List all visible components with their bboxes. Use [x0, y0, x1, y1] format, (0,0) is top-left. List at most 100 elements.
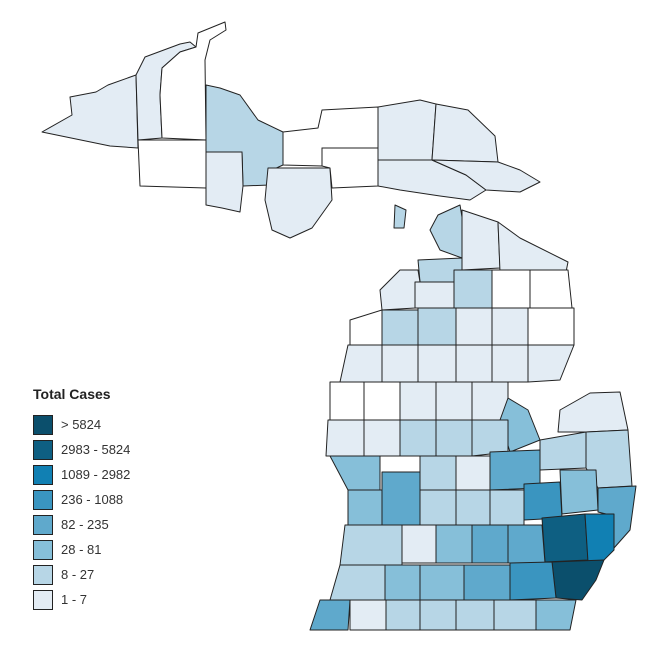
- county-shape: [385, 599, 421, 631]
- county-shape: [507, 524, 546, 564]
- legend-label: 1 - 7: [61, 592, 88, 607]
- county-shape: [363, 381, 401, 421]
- county-layer: [41, 21, 637, 631]
- county-shape: [584, 513, 615, 563]
- legend-swatch: [33, 489, 53, 510]
- legend-item: 2983 - 5824: [33, 437, 193, 462]
- legend-label: 1089 - 2982: [61, 467, 131, 482]
- county-shape: [455, 599, 495, 631]
- county-shape: [329, 381, 365, 421]
- county-shape: [539, 431, 587, 471]
- legend-label: 82 - 235: [61, 517, 109, 532]
- legend-swatch: [33, 464, 53, 485]
- county-shape: [471, 419, 509, 457]
- county-shape: [384, 564, 421, 601]
- legend-item: 82 - 235: [33, 512, 193, 537]
- county-shape: [523, 481, 563, 521]
- county-shape: [349, 599, 387, 631]
- county-shape: [435, 524, 473, 564]
- county-shape: [541, 513, 589, 563]
- county-shape: [381, 344, 419, 383]
- county-shape: [401, 524, 437, 564]
- county-shape: [463, 564, 511, 601]
- county-shape: [137, 139, 207, 189]
- legend-swatch: [33, 514, 53, 535]
- legend-swatch: [33, 439, 53, 460]
- county-shape: [329, 564, 386, 601]
- county-shape: [205, 151, 244, 213]
- county-shape: [431, 159, 541, 193]
- county-shape: [417, 344, 457, 383]
- county-shape: [339, 344, 383, 383]
- legend-item: 1 - 7: [33, 587, 193, 612]
- legend-swatch: [33, 564, 53, 585]
- county-shape: [497, 221, 569, 273]
- legend-item: 1089 - 2982: [33, 462, 193, 487]
- county-shape: [557, 391, 629, 433]
- legend-label: 2983 - 5824: [61, 442, 131, 457]
- county-shape: [429, 204, 466, 259]
- county-shape: [399, 419, 437, 457]
- county-shape: [414, 281, 455, 309]
- legend-item: > 5824: [33, 412, 193, 437]
- county-shape: [435, 381, 473, 421]
- county-shape: [471, 524, 509, 564]
- county-shape: [551, 559, 605, 601]
- county-shape: [399, 381, 437, 421]
- county-shape: [509, 561, 557, 601]
- county-shape: [349, 309, 383, 346]
- county-shape: [455, 344, 493, 383]
- county-shape: [491, 307, 529, 346]
- county-shape: [491, 269, 531, 309]
- legend-label: 236 - 1088: [61, 492, 124, 507]
- legend-item: 8 - 27: [33, 562, 193, 587]
- legend: Total Cases > 5824 2983 - 5824 1089 - 2982…: [33, 386, 193, 612]
- county-shape: [535, 599, 577, 631]
- county-shape: [493, 599, 537, 631]
- county-shape: [379, 269, 421, 311]
- county-shape: [455, 455, 491, 491]
- county-shape: [455, 307, 493, 346]
- county-shape: [339, 524, 403, 566]
- county-shape: [499, 397, 541, 453]
- legend-item: 236 - 1088: [33, 487, 193, 512]
- legend-label: > 5824: [61, 417, 102, 432]
- county-shape: [417, 307, 457, 346]
- county-shape: [393, 204, 407, 229]
- county-shape: [329, 455, 381, 491]
- county-shape: [309, 599, 351, 631]
- county-shape: [381, 309, 419, 346]
- county-shape: [453, 269, 493, 309]
- legend-title: Total Cases: [33, 386, 111, 402]
- county-shape: [347, 489, 383, 526]
- legend-label: 8 - 27: [61, 567, 95, 582]
- county-shape: [455, 489, 491, 526]
- legend-swatch: [33, 589, 53, 610]
- legend-label: 28 - 81: [61, 542, 102, 557]
- county-shape: [491, 344, 529, 383]
- county-shape: [41, 74, 139, 149]
- county-shape: [159, 21, 227, 141]
- legend-swatch: [33, 414, 53, 435]
- legend-item: 28 - 81: [33, 537, 193, 562]
- county-shape: [264, 167, 333, 239]
- county-shape: [325, 419, 365, 457]
- county-shape: [559, 469, 599, 515]
- legend-swatch: [33, 539, 53, 560]
- county-shape: [431, 103, 499, 163]
- county-shape: [435, 419, 473, 457]
- county-shape: [381, 471, 421, 526]
- county-shape: [419, 455, 457, 491]
- county-shape: [363, 419, 401, 457]
- legend-items: > 5824 2983 - 5824 1089 - 2982 236 - 1088 82…: [33, 412, 193, 612]
- county-shape: [527, 307, 575, 346]
- county-shape: [377, 99, 437, 161]
- county-shape: [489, 489, 525, 526]
- county-shape: [529, 269, 573, 309]
- county-shape: [419, 599, 457, 631]
- county-shape: [419, 489, 457, 526]
- county-shape: [461, 209, 501, 271]
- county-shape: [527, 344, 575, 383]
- county-shape: [419, 564, 465, 601]
